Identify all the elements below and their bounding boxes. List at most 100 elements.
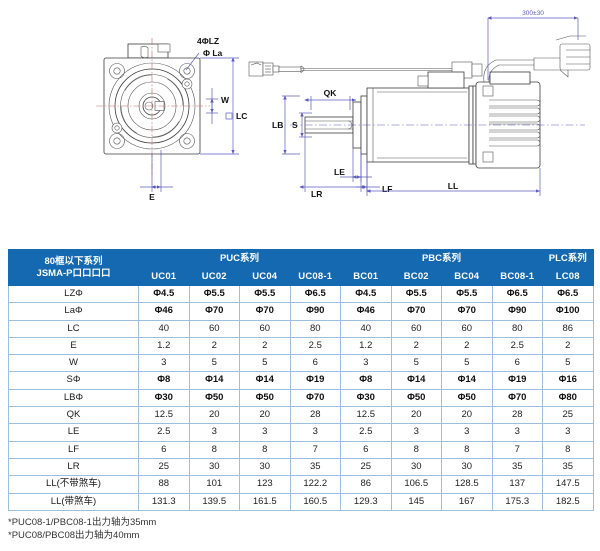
- cell-8-4: 2.5: [340, 423, 392, 442]
- row-label: W: [8, 354, 139, 373]
- cell-6-0: Φ30: [138, 388, 190, 408]
- cell-7-6: 20: [441, 406, 493, 425]
- cell-12-8: 182.5: [542, 492, 594, 511]
- cell-6-5: Φ50: [390, 388, 442, 408]
- table-head: 80框以下系列 JSMA-P口口口口 PUC系列 PBC系列 PLC系列 UC0…: [8, 249, 594, 286]
- svg-text:300±30: 300±30: [522, 10, 544, 17]
- dim-QK: QK: [304, 88, 356, 110]
- row-label: LL(不带煞车): [8, 475, 139, 494]
- dim-LF: LF: [356, 162, 392, 194]
- cell-12-7: 175.3: [491, 492, 543, 511]
- spec-table-container: 80框以下系列 JSMA-P口口口口 PUC系列 PBC系列 PLC系列 UC0…: [8, 249, 594, 511]
- col-header-lc08: LC08: [542, 267, 594, 286]
- cell-11-1: 101: [188, 475, 240, 494]
- row-label: LR: [8, 457, 139, 477]
- cell-2-3: 80: [289, 319, 341, 338]
- cell-8-7: 3: [491, 423, 543, 442]
- cell-4-6: 5: [441, 354, 493, 373]
- cell-3-0: 1.2: [138, 336, 190, 356]
- cell-2-7: 80: [491, 319, 543, 338]
- row-label: LZΦ: [8, 284, 139, 304]
- cell-10-3: 35: [289, 457, 341, 477]
- cell-2-1: 60: [188, 319, 240, 338]
- cell-2-6: 60: [441, 319, 493, 338]
- cell-12-5: 145: [390, 492, 442, 511]
- cell-7-3: 28: [289, 406, 341, 425]
- cell-1-0: Φ46: [138, 302, 190, 321]
- table-row: LR 25 30 30 35 25 30 30 35 35: [8, 457, 594, 477]
- cell-5-2: Φ14: [239, 371, 291, 390]
- cell-4-7: 6: [491, 354, 543, 373]
- cell-1-6: Φ70: [441, 302, 493, 321]
- cell-0-4: Φ4.5: [340, 284, 392, 304]
- row-label: LF: [8, 440, 139, 459]
- cell-1-3: Φ90: [289, 302, 341, 321]
- cell-11-0: 88: [138, 475, 190, 494]
- cell-0-6: Φ5.5: [441, 284, 493, 304]
- svg-text:W: W: [221, 95, 230, 105]
- cell-9-3: 7: [289, 440, 341, 459]
- cell-12-1: 139.5: [188, 492, 240, 511]
- dim-LB: LB: [272, 95, 300, 155]
- cell-4-1: 5: [188, 354, 240, 373]
- cell-10-5: 30: [390, 457, 442, 477]
- side-view: [290, 71, 585, 169]
- cell-6-3: Φ70: [289, 388, 341, 408]
- cell-11-2: 123: [239, 475, 291, 494]
- svg-text:Φ La: Φ La: [203, 48, 223, 58]
- dim-LC: LC: [200, 57, 247, 155]
- cell-7-2: 20: [239, 406, 291, 425]
- cell-3-8: 2: [542, 336, 594, 356]
- cell-7-0: 12.5: [138, 406, 190, 425]
- cell-4-8: 5: [542, 354, 594, 373]
- cell-12-2: 161.5: [239, 492, 291, 511]
- footnotes: *PUC08-1/PBC08-1出力轴为35mm *PUC08/PBC08出力轴…: [8, 516, 156, 542]
- technical-drawing: .ol { fill:none; stroke:#3c3c3c; stroke-…: [0, 0, 600, 238]
- table-row: LE 2.5 3 3 3 2.5 3 3 3 3: [8, 423, 594, 442]
- cell-5-5: Φ14: [390, 371, 442, 390]
- cell-1-4: Φ46: [340, 302, 392, 321]
- cell-10-0: 25: [138, 457, 190, 477]
- cell-7-8: 25: [542, 406, 594, 425]
- cell-10-1: 30: [188, 457, 240, 477]
- cell-6-6: Φ50: [441, 388, 493, 408]
- svg-text:LL: LL: [448, 181, 458, 191]
- cell-4-4: 3: [340, 354, 392, 373]
- col-header-uc01: UC01: [138, 267, 190, 286]
- cell-5-1: Φ14: [188, 371, 240, 390]
- cell-12-3: 160.5: [289, 492, 341, 511]
- cell-6-4: Φ30: [340, 388, 392, 408]
- face-view: [96, 38, 210, 176]
- svg-text:LC: LC: [236, 111, 247, 121]
- cell-8-5: 3: [390, 423, 442, 442]
- cell-0-0: Φ4.5: [138, 284, 190, 304]
- table-row: LZΦ Φ4.5 Φ5.5 Φ5.5 Φ6.5 Φ4.5 Φ5.5 Φ5.5 Φ6.5 Φ6.5: [8, 284, 594, 304]
- cell-6-2: Φ50: [239, 388, 291, 408]
- col-header-uc02: UC02: [188, 267, 240, 286]
- table-row: SΦ Φ8 Φ14 Φ14 Φ19 Φ8 Φ14 Φ14 Φ19 Φ16: [8, 371, 594, 390]
- dim-cable-length: 300±30: [487, 10, 579, 80]
- cell-3-3: 2.5: [289, 336, 341, 356]
- table-row: LaΦ Φ46 Φ70 Φ70 Φ90 Φ46 Φ70 Φ70 Φ90 Φ100: [8, 302, 594, 321]
- cell-3-6: 2: [441, 336, 493, 356]
- dim-hole-spec: 4ΦLZ Φ La: [185, 36, 223, 71]
- cell-8-2: 3: [239, 423, 291, 442]
- cell-12-0: 131.3: [138, 492, 190, 511]
- cell-4-0: 3: [138, 354, 190, 373]
- table-row: LBΦ Φ30 Φ50 Φ50 Φ70 Φ30 Φ50 Φ50 Φ70 Φ80: [8, 388, 594, 408]
- row-label: LaΦ: [8, 302, 139, 321]
- dim-LL: LL: [366, 162, 541, 196]
- cell-7-5: 20: [390, 406, 442, 425]
- row-label: QK: [8, 406, 139, 425]
- row-label: LC: [8, 319, 139, 338]
- dimension-spec-table: 80框以下系列 JSMA-P口口口口 PUC系列 PBC系列 PLC系列 UC0…: [8, 249, 594, 511]
- dim-E: E: [140, 150, 173, 202]
- cell-4-2: 5: [239, 354, 291, 373]
- cell-11-4: 86: [340, 475, 392, 494]
- cell-1-2: Φ70: [239, 302, 291, 321]
- dim-W: W: [206, 88, 230, 124]
- cell-2-4: 40: [340, 319, 392, 338]
- cell-5-8: Φ16: [542, 371, 594, 390]
- cell-5-7: Φ19: [491, 371, 543, 390]
